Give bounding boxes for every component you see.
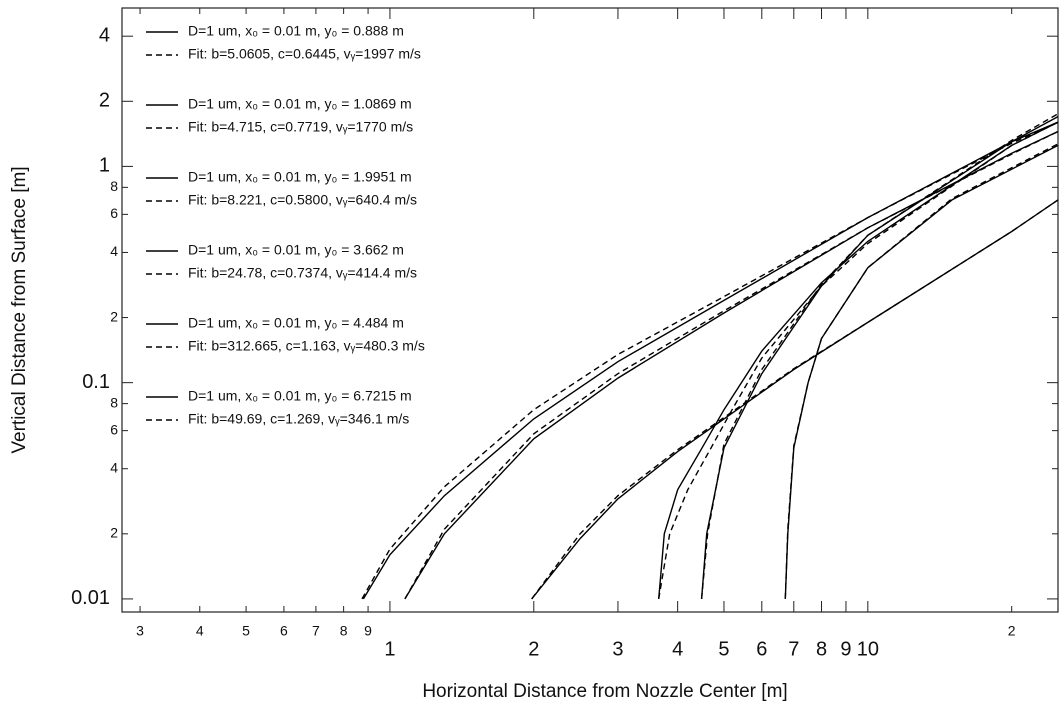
x-tick-label: 9 (364, 623, 372, 639)
x-tick-label: 3 (136, 623, 144, 639)
plot-area (361, 113, 1059, 600)
x-axis-label: Horizontal Distance from Nozzle Center [… (422, 681, 787, 702)
y-tick-label: 2 (99, 90, 110, 112)
y-tick-label: 4 (110, 459, 118, 475)
x-tick-label: 2 (1008, 623, 1016, 639)
legend-label: D=1 um, x₀ = 0.01 m, y₀ = 0.888 m (188, 23, 404, 39)
x-tick-label: 5 (242, 623, 250, 639)
x-tick-label: 8 (340, 623, 348, 639)
y-tick-label: 0.1 (82, 371, 110, 393)
series-line (700, 115, 1059, 599)
x-tick-label: 4 (196, 623, 204, 639)
series-line (784, 144, 1059, 599)
legend-label: D=1 um, x₀ = 0.01 m, y₀ = 4.484 m (188, 315, 404, 331)
y-tick-label: 1 (99, 155, 110, 177)
legend-label: Fit: b=8.221, c=0.5800, vᵧ=640.4 m/s (188, 192, 417, 208)
y-tick-label: 4 (99, 24, 110, 46)
legend-label: Fit: b=24.78, c=0.7374, vᵧ=414.4 m/s (188, 265, 417, 281)
series-line (362, 121, 1059, 600)
series-line (361, 121, 1059, 600)
legend-label: Fit: b=49.69, c=1.269, vᵧ=346.1 m/s (188, 411, 409, 427)
series-line (658, 121, 1059, 600)
plot-frame (121, 7, 1059, 613)
legend-label: D=1 um, x₀ = 0.01 m, y₀ = 1.9951 m (188, 169, 412, 185)
series-line (404, 130, 1059, 600)
x-tick-label: 2 (528, 638, 539, 660)
y-tick-label: 6 (110, 421, 118, 437)
series-line (784, 143, 1059, 599)
legend-label: Fit: b=312.665, c=1.163, vᵧ=480.3 m/s (188, 338, 425, 354)
y-tick-label: 8 (110, 178, 118, 194)
legend-label: D=1 um, x₀ = 0.01 m, y₀ = 3.662 m (188, 242, 404, 258)
y-tick-label: 6 (110, 205, 118, 221)
y-axis-label: Vertical Distance from Surface [m] (9, 166, 30, 453)
x-tick-label: 3 (612, 638, 623, 660)
x-tick-label: 4 (672, 638, 683, 660)
y-tick-label: 2 (110, 525, 118, 541)
y-tick-label: 0.01 (71, 587, 110, 609)
series-line (531, 199, 1059, 600)
legend-label: Fit: b=4.715, c=0.7719, vᵧ=1770 m/s (188, 119, 413, 135)
x-tick-label: 7 (788, 638, 799, 660)
x-tick-label: 6 (756, 638, 767, 660)
x-tick-label: 6 (280, 623, 288, 639)
y-tick-label: 4 (110, 243, 118, 259)
x-tick-label: 5 (718, 638, 729, 660)
y-tick-label: 8 (110, 394, 118, 410)
series-line (700, 113, 1059, 599)
series-line (658, 121, 1059, 599)
x-tick-label: 10 (857, 638, 879, 660)
series-line (404, 130, 1059, 600)
x-tick-label: 9 (840, 638, 851, 660)
x-tick-label: 7 (312, 623, 320, 639)
x-tick-label: 8 (816, 638, 827, 660)
legend-label: D=1 um, x₀ = 0.01 m, y₀ = 1.0869 m (188, 96, 412, 112)
x-tick-label: 1 (384, 638, 395, 660)
legend-label: Fit: b=5.0605, c=0.6445, vᵧ=1997 m/s (188, 46, 421, 62)
legend-label: D=1 um, x₀ = 0.01 m, y₀ = 6.7215 m (188, 388, 412, 404)
y-tick-label: 2 (110, 308, 118, 324)
